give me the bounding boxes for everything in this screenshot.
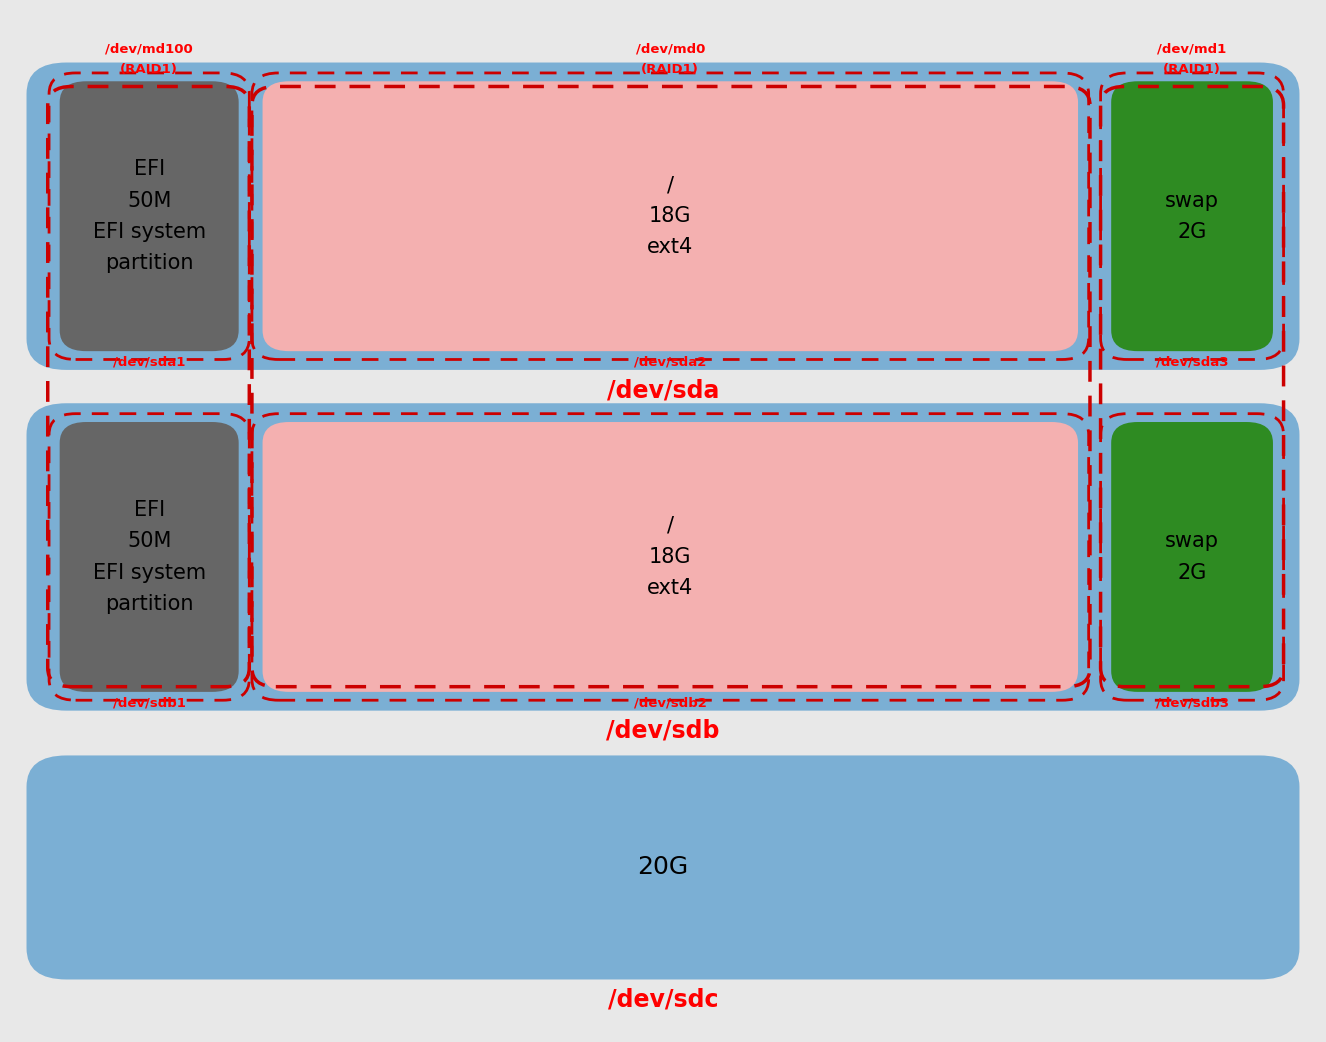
Text: /dev/sdb2: /dev/sdb2 bbox=[634, 696, 707, 709]
Text: /dev/sdb1: /dev/sdb1 bbox=[113, 696, 186, 709]
Text: (RAID1): (RAID1) bbox=[642, 64, 699, 76]
Text: /dev/sdb3: /dev/sdb3 bbox=[1155, 696, 1229, 709]
Text: /dev/sda3: /dev/sda3 bbox=[1156, 355, 1228, 368]
Text: EFI
50M
EFI system
partition: EFI 50M EFI system partition bbox=[93, 159, 206, 273]
FancyBboxPatch shape bbox=[27, 63, 1299, 370]
Text: /dev/md100: /dev/md100 bbox=[105, 43, 194, 55]
Text: (RAID1): (RAID1) bbox=[121, 64, 178, 76]
FancyBboxPatch shape bbox=[60, 422, 239, 692]
FancyBboxPatch shape bbox=[27, 755, 1299, 979]
Text: 20G: 20G bbox=[638, 855, 688, 879]
Text: /dev/sda1: /dev/sda1 bbox=[113, 355, 186, 368]
Text: /dev/sdb: /dev/sdb bbox=[606, 719, 720, 743]
FancyBboxPatch shape bbox=[263, 81, 1078, 351]
Text: /dev/md0: /dev/md0 bbox=[635, 43, 705, 55]
FancyBboxPatch shape bbox=[60, 81, 239, 351]
Text: /dev/sda: /dev/sda bbox=[607, 378, 719, 402]
FancyBboxPatch shape bbox=[263, 422, 1078, 692]
Text: /dev/sdc: /dev/sdc bbox=[607, 988, 719, 1012]
Text: /
18G
ext4: / 18G ext4 bbox=[647, 516, 693, 598]
Text: /
18G
ext4: / 18G ext4 bbox=[647, 175, 693, 257]
Text: EFI
50M
EFI system
partition: EFI 50M EFI system partition bbox=[93, 500, 206, 614]
FancyBboxPatch shape bbox=[1111, 422, 1273, 692]
FancyBboxPatch shape bbox=[27, 403, 1299, 711]
Text: swap
2G: swap 2G bbox=[1166, 531, 1219, 582]
Text: swap
2G: swap 2G bbox=[1166, 191, 1219, 242]
Text: (RAID1): (RAID1) bbox=[1163, 64, 1221, 76]
FancyBboxPatch shape bbox=[1111, 81, 1273, 351]
Text: /dev/md1: /dev/md1 bbox=[1158, 43, 1227, 55]
Text: /dev/sda2: /dev/sda2 bbox=[634, 355, 707, 368]
